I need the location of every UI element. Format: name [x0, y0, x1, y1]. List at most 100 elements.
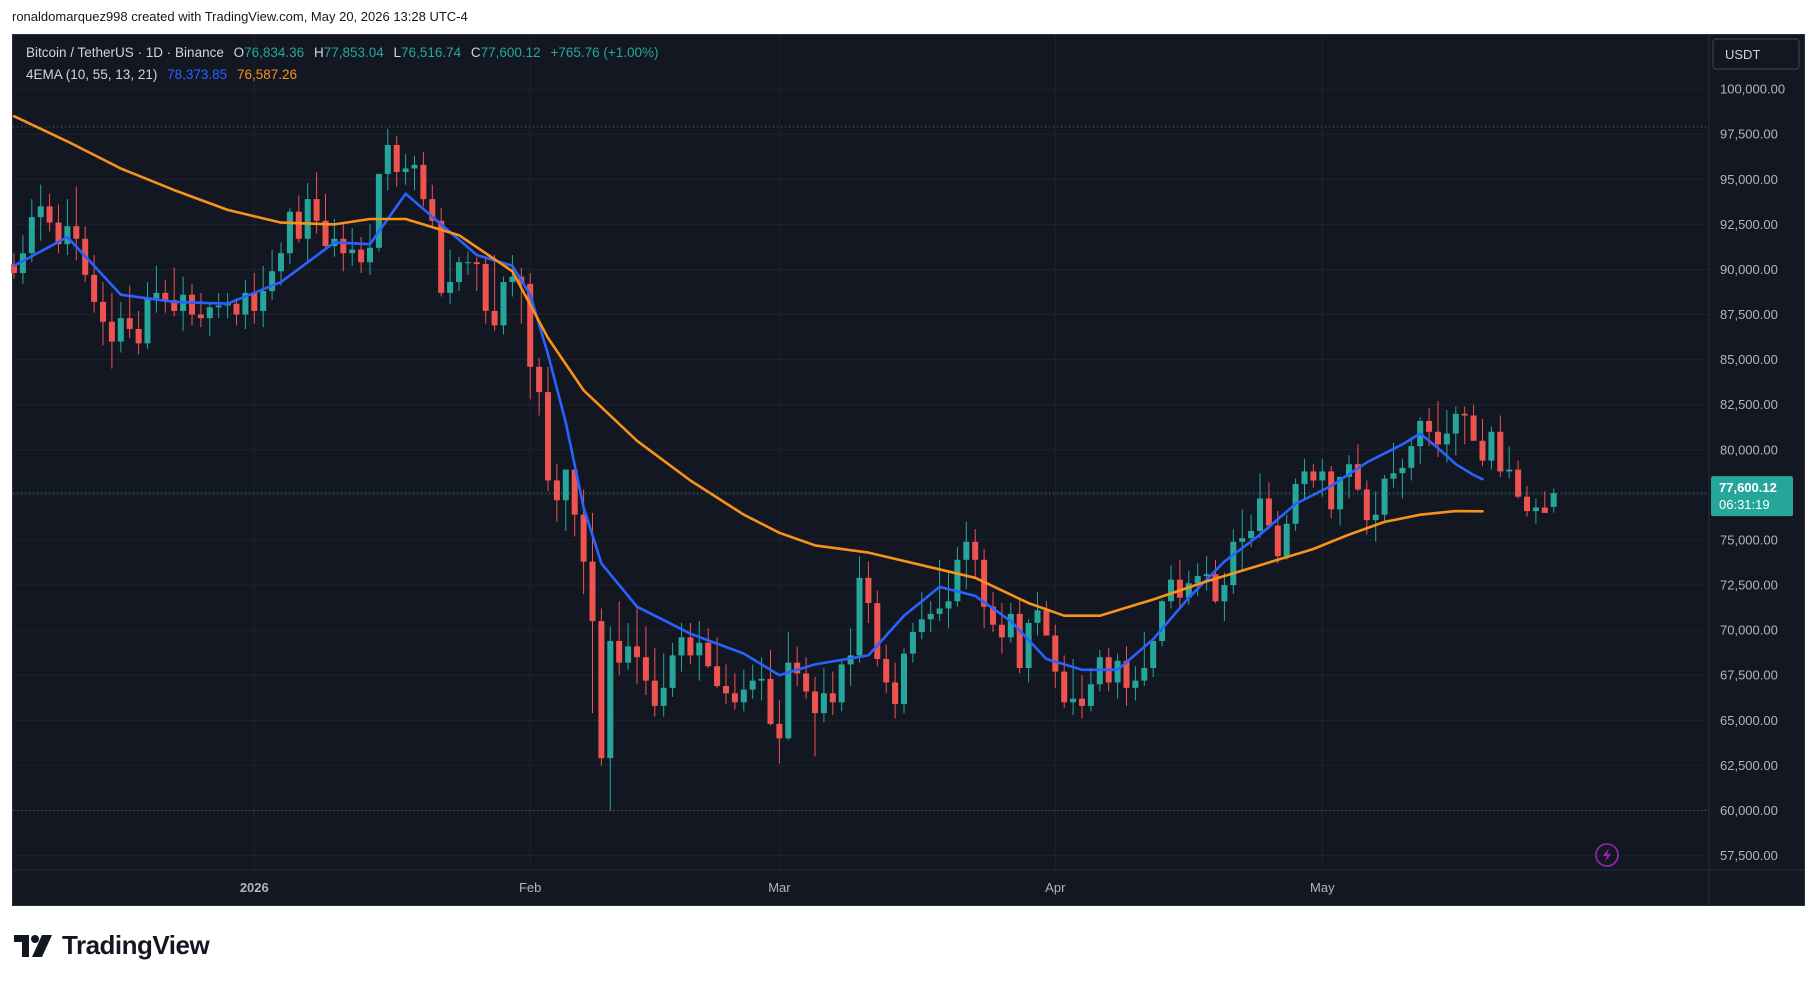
candle-up [927, 613, 934, 620]
candle-up [1346, 464, 1352, 477]
candle-up [349, 249, 356, 254]
y-tick-label: 75,000.00 [1720, 532, 1778, 547]
candle-down [634, 646, 640, 658]
candle-down [171, 300, 178, 311]
candle-down [393, 145, 400, 173]
candle-up [1025, 622, 1032, 669]
candle-down [972, 541, 979, 560]
candle-up [945, 601, 952, 609]
candle-down [233, 303, 240, 315]
candle-up [500, 282, 507, 326]
candle-up [936, 608, 943, 614]
close-value: 77,600.12 [480, 45, 541, 60]
candle-up [1488, 431, 1495, 461]
candle-up [1452, 413, 1459, 434]
candle-up [384, 145, 391, 174]
candle-down [687, 637, 694, 656]
candle-down [438, 220, 445, 293]
candle-down [100, 301, 106, 322]
candle-down [803, 673, 810, 692]
candle-down [1461, 413, 1468, 416]
candle-down [322, 220, 329, 247]
candle-up [509, 276, 516, 283]
candle-down [571, 469, 578, 515]
ema-slow-value: 76,587.26 [236, 67, 297, 82]
y-tick-label: 57,500.00 [1720, 848, 1778, 863]
candle-up [749, 680, 756, 690]
indicator-title[interactable]: 4EMA (10, 55, 13, 21) [26, 67, 158, 82]
candle-down [1052, 635, 1059, 672]
candle-down [1176, 579, 1183, 598]
candle-up [901, 653, 907, 705]
candle-down [545, 392, 551, 481]
candle-up [625, 646, 632, 663]
candle-up [740, 689, 747, 703]
candle-up [28, 217, 35, 254]
lightning-icon [1595, 843, 1619, 867]
y-tick-label: 67,500.00 [1720, 668, 1778, 683]
ema-slow-line [12, 114, 1484, 618]
tradingview-logo[interactable]: TradingView [14, 930, 210, 961]
candle-down [340, 238, 347, 254]
candle-up [144, 298, 151, 344]
y-tick-label: 72,500.00 [1720, 578, 1778, 593]
candle-up [64, 226, 71, 245]
candle-up [304, 199, 311, 239]
candle-up [1221, 585, 1228, 602]
candle-up [153, 292, 160, 299]
candle-up [918, 619, 925, 632]
candle-down [1274, 525, 1281, 557]
y-tick-label: 62,500.00 [1720, 758, 1778, 773]
candle-down [998, 624, 1005, 638]
candle-down [714, 666, 721, 687]
y-tick-label: 100,000.00 [1720, 82, 1785, 97]
candle-down [1265, 498, 1272, 526]
candle-down [874, 603, 881, 659]
candle-down [46, 206, 53, 223]
candle-down [473, 262, 480, 265]
ema-fast-value: 78,373.85 [167, 67, 228, 82]
last-price-value: 77,600.12 [1719, 480, 1777, 495]
candle-down [990, 606, 996, 625]
symbol-title[interactable]: Bitcoin / TetherUS · 1D · Binance [26, 45, 224, 60]
candle-up [669, 655, 676, 688]
candle-up [1443, 433, 1450, 445]
candle-up [367, 247, 373, 263]
y-tick-label: 97,500.00 [1720, 127, 1778, 142]
candle-up [1150, 640, 1157, 669]
candle-down [1426, 420, 1433, 432]
low-value: 76,516.74 [401, 45, 462, 60]
candle-down [731, 693, 738, 703]
high-label: H [313, 45, 324, 60]
candle-up [1087, 684, 1094, 706]
candle-up [1372, 514, 1379, 521]
x-tick-label: Apr [1045, 880, 1066, 895]
candle-down [651, 680, 658, 706]
candle-up [838, 664, 845, 703]
chart-credit: ronaldomarquez998 created with TradingVi… [12, 9, 468, 24]
candle-down [892, 682, 899, 705]
candle-up [1070, 698, 1077, 703]
candle-up [260, 291, 267, 311]
candle-down [527, 283, 534, 367]
candle-down [1354, 464, 1361, 490]
candle-up [660, 687, 667, 706]
candle-down [1212, 574, 1219, 602]
candle-up [117, 318, 124, 342]
candle-down [616, 640, 623, 663]
candle-up [1230, 541, 1237, 586]
candle-up [402, 168, 409, 173]
candle-up [1132, 680, 1139, 688]
candle-up [278, 253, 284, 272]
candle-down [358, 249, 365, 263]
candle-down [812, 691, 818, 714]
x-tick-label: Feb [519, 880, 541, 895]
candle-down [295, 211, 302, 239]
candle-up [1506, 469, 1513, 472]
candle-up [1399, 467, 1406, 474]
candle-up [1141, 668, 1148, 681]
candle-up [464, 262, 471, 264]
y-tick-label: 95,000.00 [1720, 172, 1778, 187]
candle-up [1248, 530, 1255, 539]
close-label: C [470, 45, 481, 60]
